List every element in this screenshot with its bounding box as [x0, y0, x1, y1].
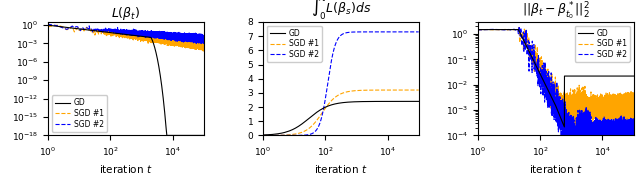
Line: SGD #2: SGD #2	[48, 24, 204, 44]
GD	[409, 100, 417, 102]
SGD #1	[628, 110, 636, 112]
SGD #2	[413, 31, 421, 33]
GD	[163, 134, 171, 137]
GD	[194, 134, 202, 137]
SGD #1	[198, 45, 206, 48]
SGD #1	[572, 128, 580, 130]
SGD #1	[54, 24, 61, 26]
GD	[406, 100, 414, 102]
GD	[414, 100, 422, 102]
SGD #2	[621, 139, 628, 141]
GD	[191, 134, 199, 137]
SGD #1	[413, 89, 421, 91]
SGD #1	[414, 89, 422, 91]
SGD #2	[198, 38, 206, 41]
GD	[149, 40, 157, 42]
SGD #1	[259, 134, 267, 137]
SGD #2	[579, 141, 586, 143]
SGD #1	[44, 26, 52, 28]
Line: SGD #1: SGD #1	[478, 27, 634, 129]
Legend: GD, SGD #1, SGD #2: GD, SGD #1, SGD #2	[575, 26, 630, 62]
GD	[198, 134, 206, 137]
GD	[364, 100, 371, 103]
SGD #2	[415, 31, 422, 33]
SGD #2	[406, 31, 414, 33]
SGD #1	[200, 46, 207, 48]
Legend: GD, SGD #1, SGD #2: GD, SGD #1, SGD #2	[52, 95, 107, 132]
GD	[602, 75, 609, 77]
Line: GD: GD	[48, 25, 204, 135]
SGD #2	[364, 31, 371, 33]
GD	[630, 75, 637, 77]
SGD #1	[199, 43, 207, 45]
GD	[474, 29, 482, 31]
GD	[259, 134, 267, 136]
SGD #1	[406, 89, 414, 91]
SGD #1	[415, 89, 422, 91]
GD	[579, 75, 586, 77]
SGD #2	[515, 25, 523, 27]
SGD #1	[172, 39, 179, 42]
SGD #2	[628, 129, 636, 131]
SGD #1	[630, 109, 637, 111]
SGD #2	[623, 132, 631, 134]
SGD #2	[44, 23, 52, 25]
GD	[628, 75, 636, 77]
SGD #2	[570, 160, 577, 162]
SGD #1	[191, 42, 199, 44]
GD	[623, 75, 631, 77]
SGD #1	[623, 105, 631, 107]
X-axis label: iteration $t$: iteration $t$	[99, 163, 152, 175]
SGD #1	[364, 89, 371, 91]
Line: SGD #2: SGD #2	[478, 26, 634, 161]
Line: SGD #2: SGD #2	[263, 32, 419, 135]
SGD #1	[629, 106, 637, 108]
SGD #2	[414, 31, 422, 33]
GD	[629, 75, 637, 77]
Legend: GD, SGD #1, SGD #2: GD, SGD #1, SGD #2	[267, 26, 322, 62]
SGD #2	[630, 125, 637, 127]
SGD #1	[474, 29, 482, 31]
Line: GD: GD	[263, 101, 419, 135]
SGD #1	[621, 99, 628, 101]
SGD #2	[474, 29, 482, 31]
Title: $||\beta_t - \beta^*_{t_0}||_2^2$: $||\beta_t - \beta^*_{t_0}||_2^2$	[522, 0, 589, 22]
SGD #1	[387, 89, 394, 91]
GD	[561, 126, 568, 128]
SGD #1	[579, 98, 586, 100]
SGD #2	[387, 31, 394, 33]
SGD #2	[409, 31, 417, 33]
GD	[621, 75, 628, 77]
SGD #2	[200, 38, 207, 40]
GD	[415, 100, 422, 102]
Line: GD: GD	[478, 30, 634, 127]
SGD #2	[194, 35, 202, 37]
GD	[199, 134, 207, 137]
SGD #2	[602, 130, 609, 133]
SGD #2	[172, 37, 179, 39]
Line: SGD #1: SGD #1	[48, 25, 204, 51]
SGD #1	[515, 26, 523, 29]
SGD #2	[199, 40, 207, 42]
GD	[387, 100, 394, 102]
SGD #2	[259, 134, 267, 137]
GD	[200, 134, 207, 137]
SGD #2	[191, 36, 199, 38]
SGD #1	[200, 50, 207, 52]
SGD #2	[149, 34, 157, 36]
SGD #1	[194, 43, 202, 45]
Line: SGD #1: SGD #1	[263, 90, 419, 135]
SGD #2	[197, 43, 205, 45]
SGD #1	[602, 100, 609, 102]
GD	[172, 134, 179, 137]
GD	[44, 24, 52, 26]
X-axis label: iteration $t$: iteration $t$	[529, 163, 582, 175]
SGD #2	[629, 132, 637, 134]
GD	[413, 100, 421, 102]
Title: $L(\beta_t)$: $L(\beta_t)$	[111, 5, 141, 22]
SGD #1	[149, 37, 157, 39]
X-axis label: iteration $t$: iteration $t$	[314, 163, 367, 175]
Title: $\int_0^t L(\beta_s)ds$: $\int_0^t L(\beta_s)ds$	[310, 0, 371, 22]
SGD #1	[409, 89, 417, 91]
